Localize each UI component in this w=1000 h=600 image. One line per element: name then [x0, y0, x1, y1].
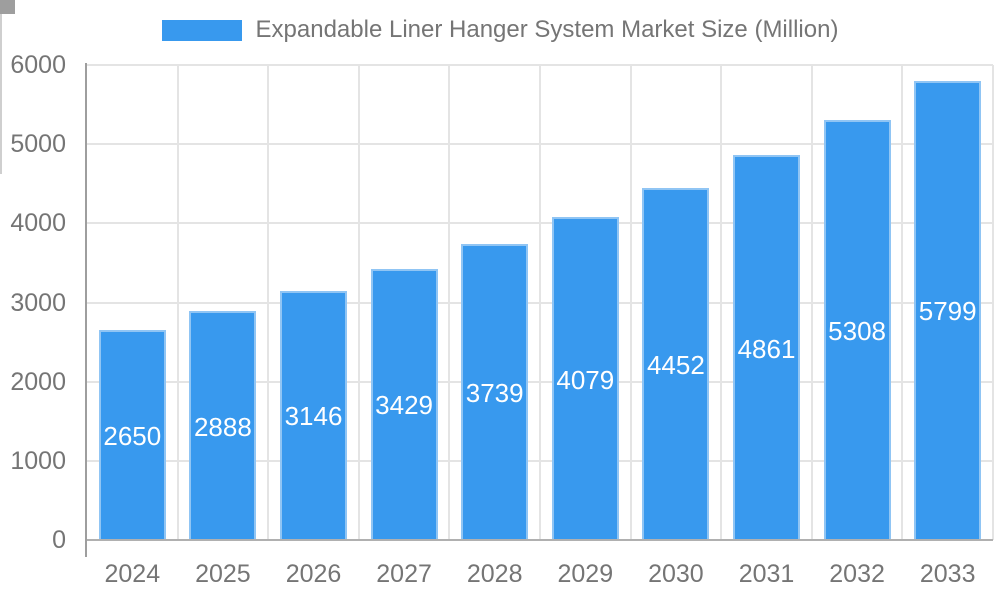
x-axis-label: 2031	[738, 560, 795, 588]
bar-value-label: 4452	[646, 349, 705, 380]
bar[interactable]: 3146	[280, 290, 347, 540]
y-axis-label: 0	[52, 526, 66, 554]
bar-value-label: 4861	[737, 333, 796, 364]
x-axis-label: 2033	[919, 560, 976, 588]
y-axis-tick	[0, 8, 15, 10]
y-axis-line	[85, 63, 87, 557]
bar-value-label: 5799	[918, 296, 977, 327]
legend-label: Expandable Liner Hanger System Market Si…	[255, 16, 839, 43]
x-axis-label: 2029	[557, 560, 614, 588]
bar-value-label: 3146	[284, 401, 343, 432]
y-axis-label: 3000	[10, 288, 66, 317]
bar-value-label: 3429	[375, 390, 434, 421]
bar[interactable]: 4861	[733, 155, 800, 540]
x-axis-label: 2026	[285, 560, 342, 588]
bar-value-label: 2888	[193, 411, 252, 442]
x-axis-tick	[0, 62, 2, 78]
x-gridline	[448, 65, 451, 540]
bar-value-label: 4079	[556, 364, 615, 395]
x-axis-tick	[0, 158, 2, 174]
bar[interactable]: 4079	[551, 217, 619, 540]
x-axis-tick	[0, 78, 2, 94]
y-axis-tick	[0, 2, 15, 4]
x-axis-tick	[0, 110, 2, 126]
x-axis-tick	[0, 14, 2, 30]
x-axis-label: 2024	[104, 560, 161, 588]
bar-value-label: 3739	[465, 377, 524, 408]
y-axis-tick	[0, 0, 15, 2]
bar[interactable]: 2650	[98, 330, 166, 540]
x-gridline	[629, 65, 632, 540]
x-gridline	[720, 65, 723, 540]
x-gridline	[901, 65, 904, 540]
plot-area: 0 1000 2000 3000 4000 5000 6000 2650 2888 3146 342…	[0, 0, 1000, 587]
y-axis-label: 6000	[10, 51, 66, 79]
x-gridline	[267, 65, 270, 540]
x-gridline	[176, 65, 179, 540]
bar[interactable]: 2888	[189, 311, 257, 540]
bar-value-label: 2650	[103, 421, 162, 452]
y-axis-label: 5000	[10, 130, 66, 159]
x-axis-label: 2025	[195, 560, 251, 588]
bar[interactable]: 5799	[914, 80, 982, 540]
x-gridline	[357, 65, 360, 540]
y-axis-label: 1000	[10, 446, 66, 475]
x-axis-label: 2027	[376, 560, 432, 588]
y-axis-tick	[0, 10, 15, 12]
x-gridline	[810, 65, 813, 540]
legend-color-swatch	[161, 19, 242, 41]
x-axis-label: 2032	[829, 560, 885, 588]
y-axis-tick	[0, 6, 15, 8]
bar[interactable]: 3429	[370, 268, 438, 540]
x-axis-tick	[0, 94, 2, 110]
x-axis-tick	[0, 30, 2, 46]
x-axis-tick	[0, 46, 2, 62]
x-axis-tick	[0, 142, 2, 158]
y-axis-label: 2000	[10, 367, 66, 396]
x-axis-tick	[0, 126, 2, 142]
bar[interactable]: 3739	[461, 243, 529, 540]
y-axis-tick	[0, 4, 15, 6]
x-gridline	[992, 65, 994, 540]
bar[interactable]: 5308	[823, 119, 891, 540]
x-axis-label: 2028	[466, 560, 523, 588]
bar[interactable]: 4452	[642, 187, 710, 540]
x-gridline	[539, 65, 541, 540]
x-axis-line	[87, 539, 993, 541]
bar-value-label: 5308	[828, 315, 887, 346]
x-axis-label: 2030	[648, 560, 704, 588]
chart-legend[interactable]: Expandable Liner Hanger System Market Si…	[0, 16, 1000, 44]
y-axis-tick	[0, 12, 15, 14]
y-axis-label: 4000	[10, 209, 66, 238]
